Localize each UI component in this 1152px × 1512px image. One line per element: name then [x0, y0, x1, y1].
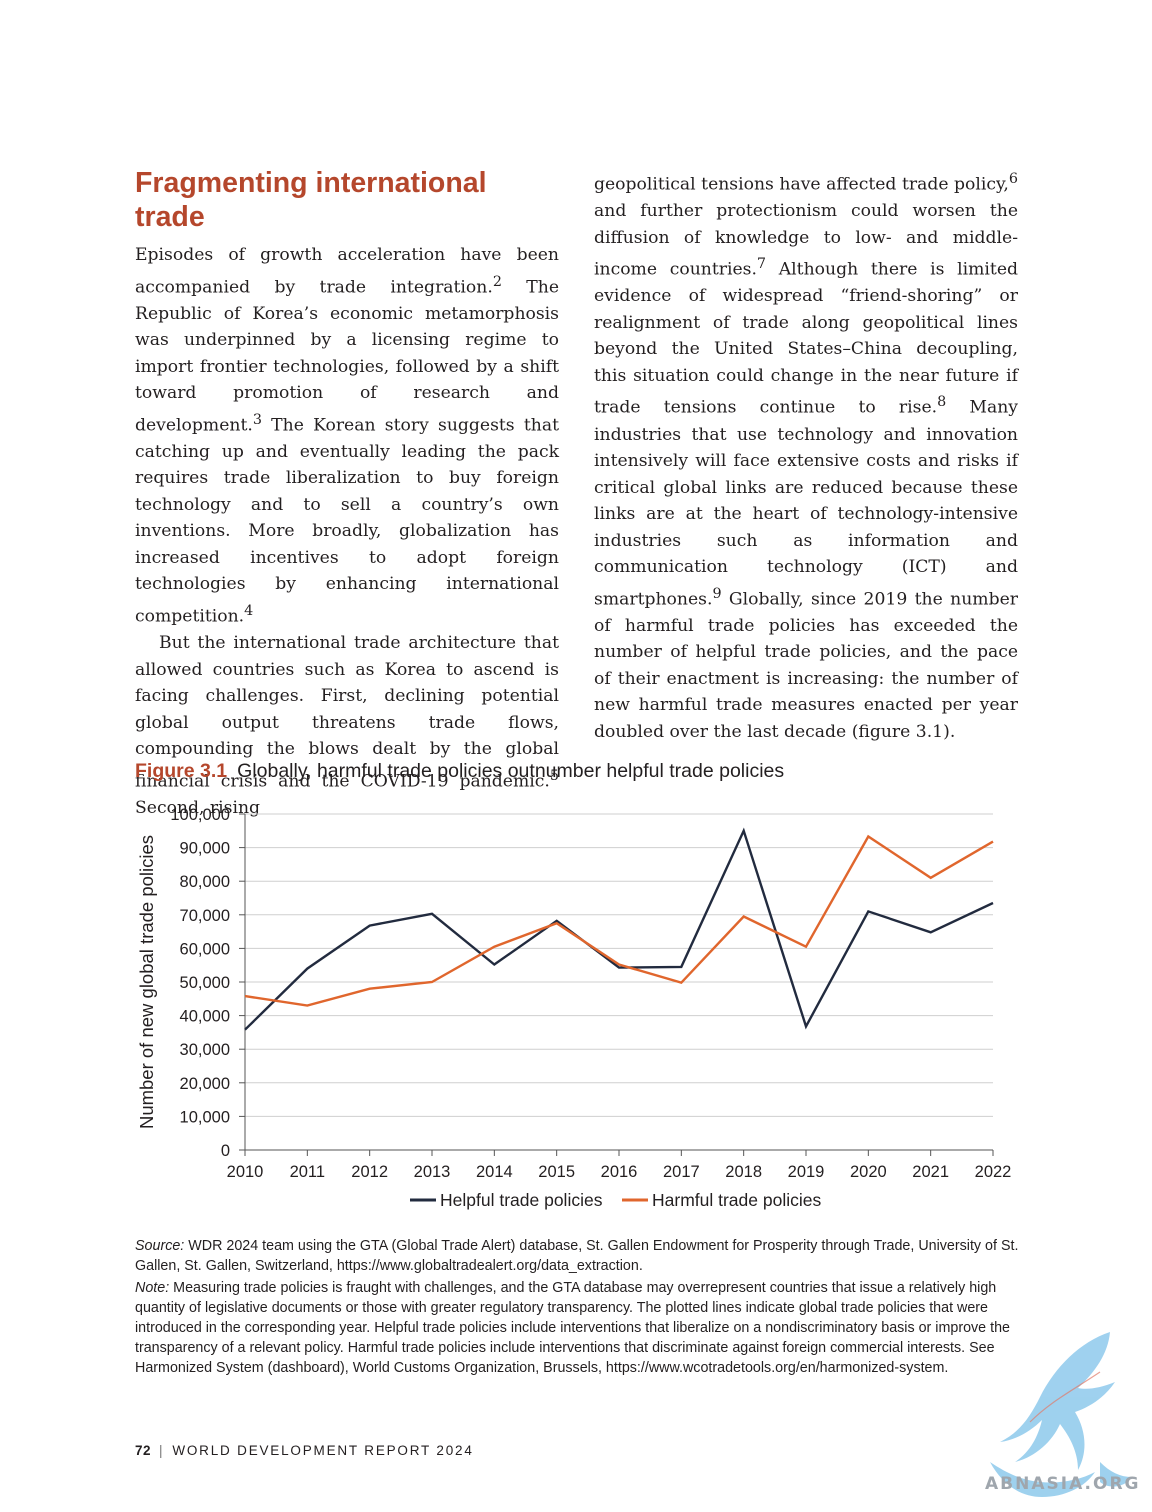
section-heading: Fragmenting international trade: [135, 167, 487, 233]
legend-label-helpful: Helpful trade policies: [440, 1190, 603, 1210]
footnote-ref-3[interactable]: 3: [252, 411, 262, 428]
y-tick-label: 60,000: [180, 940, 230, 958]
dragon-logo-icon: [990, 1332, 1132, 1497]
paragraph-3-text-c: Although there is limited evidence of wi…: [594, 259, 1018, 419]
paragraph-3-text-e: Globally, since 2019 the number of harmf…: [594, 589, 1018, 742]
footnote-ref-9[interactable]: 9: [712, 585, 722, 602]
left-column: Fragmenting international trade Episodes…: [135, 166, 559, 821]
y-tick-label: 0: [221, 1142, 230, 1160]
x-tick-label: 2022: [975, 1163, 1012, 1181]
y-tick-label: 70,000: [180, 907, 230, 925]
x-tick-label: 2016: [601, 1163, 638, 1181]
footnote-ref-2[interactable]: 2: [492, 273, 502, 290]
page-number: 72: [135, 1443, 152, 1458]
legend-label-harmful: Harmful trade policies: [652, 1190, 821, 1210]
footnote-ref-5[interactable]: 5: [549, 767, 559, 784]
footer-separator: |: [159, 1443, 165, 1458]
y-axis-label: Number of new global trade policies: [136, 835, 157, 1129]
paragraph-2-text-b: Second, rising: [135, 797, 261, 818]
note-label: Note:: [135, 1280, 170, 1296]
series-line-helpful: [244, 827, 994, 1031]
footnote-ref-6[interactable]: 6: [1008, 171, 1018, 187]
y-tick-label: 10,000: [180, 1108, 230, 1126]
source-line: Source: WDR 2024 team using the GTA (Glob…: [135, 1236, 1019, 1276]
x-tick-label: 2011: [290, 1163, 325, 1181]
paragraph-1-text-a: Episodes of growth acceleration have bee…: [135, 245, 559, 298]
note-line: Note: Measuring trade policies is fraught…: [135, 1278, 1019, 1378]
source-label: Source:: [135, 1238, 185, 1254]
paragraph-2-text-a: But the international trade architecture…: [135, 633, 559, 792]
figure-caption: Globally, harmful trade policies outnumb…: [237, 760, 785, 782]
source-text: WDR 2024 team using the GTA (Global Trad…: [135, 1238, 1019, 1274]
watermark-text: ABNASIA.ORG: [985, 1474, 1141, 1494]
paragraph-3-text-a: geopolitical tensions have affected trad…: [594, 174, 1009, 195]
line-chart: 0 10,000 20,000 30,000 40,000 50,000 60,000 70,…: [136, 806, 1012, 1210]
y-tick-label: 20,000: [180, 1075, 230, 1093]
y-tick-label: 100,000: [170, 806, 230, 824]
x-tick-label: 2015: [538, 1163, 575, 1181]
x-tick-label: 2014: [476, 1163, 513, 1181]
note-text: Measuring trade policies is fraught with…: [135, 1280, 1010, 1376]
x-tick-label: 2019: [788, 1163, 825, 1181]
running-title: WORLD DEVELOPMENT REPORT 2024: [172, 1443, 474, 1458]
x-tick-label: 2012: [351, 1163, 388, 1181]
paragraph-1-text-b: The Republic of Korea’s economic metamor…: [135, 277, 559, 436]
figure-label: Figure 3.1: [135, 760, 228, 782]
paragraph-3: geopolitical tensions have affected trad…: [594, 166, 1018, 745]
y-tick-label: 40,000: [180, 1008, 230, 1026]
x-tick-label: 2013: [414, 1163, 451, 1181]
y-tick-label: 50,000: [180, 974, 230, 992]
paragraph-3-text-b: and further protectionism could worsen t…: [594, 201, 1018, 280]
footnote-ref-4[interactable]: 4: [244, 602, 254, 619]
y-tick-label: 80,000: [180, 873, 230, 891]
x-tick-label: 2021: [912, 1163, 949, 1181]
page-footer: 72 | WORLD DEVELOPMENT REPORT 2024: [135, 1443, 474, 1458]
right-column: geopolitical tensions have affected trad…: [594, 166, 1018, 745]
y-tick-label: 90,000: [180, 840, 230, 858]
figure-notes: Source: WDR 2024 team using the GTA (Glob…: [135, 1236, 1019, 1380]
x-tick-label: 2020: [850, 1163, 887, 1181]
x-tick-label: 2010: [227, 1163, 264, 1181]
paragraph-2: But the international trade architecture…: [135, 630, 559, 821]
series-line-harmful: [244, 834, 994, 1007]
paragraph-1: Episodes of growth acceleration have bee…: [135, 242, 559, 630]
footnote-ref-8[interactable]: 8: [937, 394, 947, 411]
x-tick-label: 2017: [663, 1163, 700, 1181]
x-tick-label: 2018: [725, 1163, 762, 1181]
figure-title: Figure 3.1 Globally, harmful trade polici…: [135, 760, 1035, 783]
y-tick-label: 30,000: [180, 1041, 230, 1059]
paragraph-3-text-d: Many industries that use technology and …: [594, 398, 1019, 610]
paragraph-1-text-c: The Korean story suggests that catching …: [135, 415, 559, 627]
footnote-ref-7[interactable]: 7: [756, 256, 767, 273]
